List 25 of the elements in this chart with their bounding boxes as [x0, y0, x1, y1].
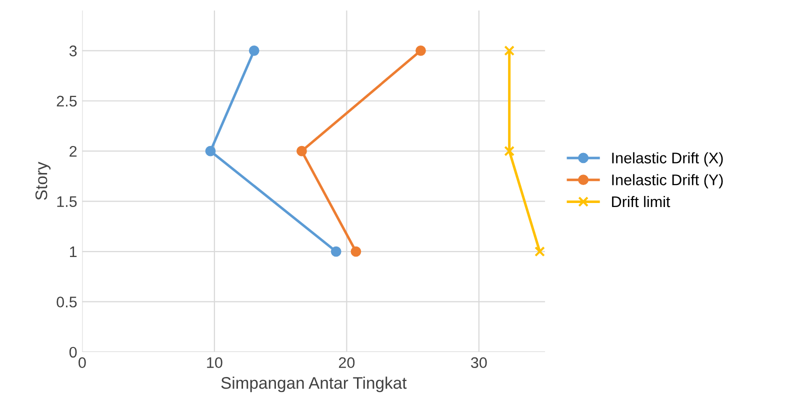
- point: [504, 45, 515, 56]
- y-tick-label: 0: [69, 346, 77, 358]
- legend-label: Inelastic Drift (X): [612, 152, 723, 166]
- x-tick-label: 20: [338, 357, 355, 368]
- y-tick-label: 1.5: [57, 196, 77, 207]
- point: [504, 146, 515, 156]
- y-tick-label: 3: [69, 46, 77, 56]
- y-tick-label: 0.5: [56, 296, 77, 308]
- legend-label: Drift limit: [612, 196, 670, 208]
- x-axis-title: Simpangan Antar Tingkat: [221, 376, 407, 392]
- x-tick-label: 0: [78, 357, 86, 368]
- x-tick-label: 10: [207, 357, 222, 368]
- y-tick-label: 2.5: [56, 96, 77, 107]
- y-tick-label: 2: [70, 146, 77, 157]
- point: [350, 246, 362, 257]
- point: [416, 45, 426, 56]
- point: [534, 246, 545, 257]
- x-tick-label: 30: [471, 357, 487, 368]
- y-axis-title: Story: [35, 162, 51, 200]
- point: [330, 246, 342, 257]
- legend-label: Inelastic Drift (Y): [612, 174, 723, 188]
- point: [248, 45, 260, 56]
- point: [205, 146, 216, 156]
- point: [296, 146, 307, 156]
- y-tick-label: 1: [70, 246, 77, 258]
